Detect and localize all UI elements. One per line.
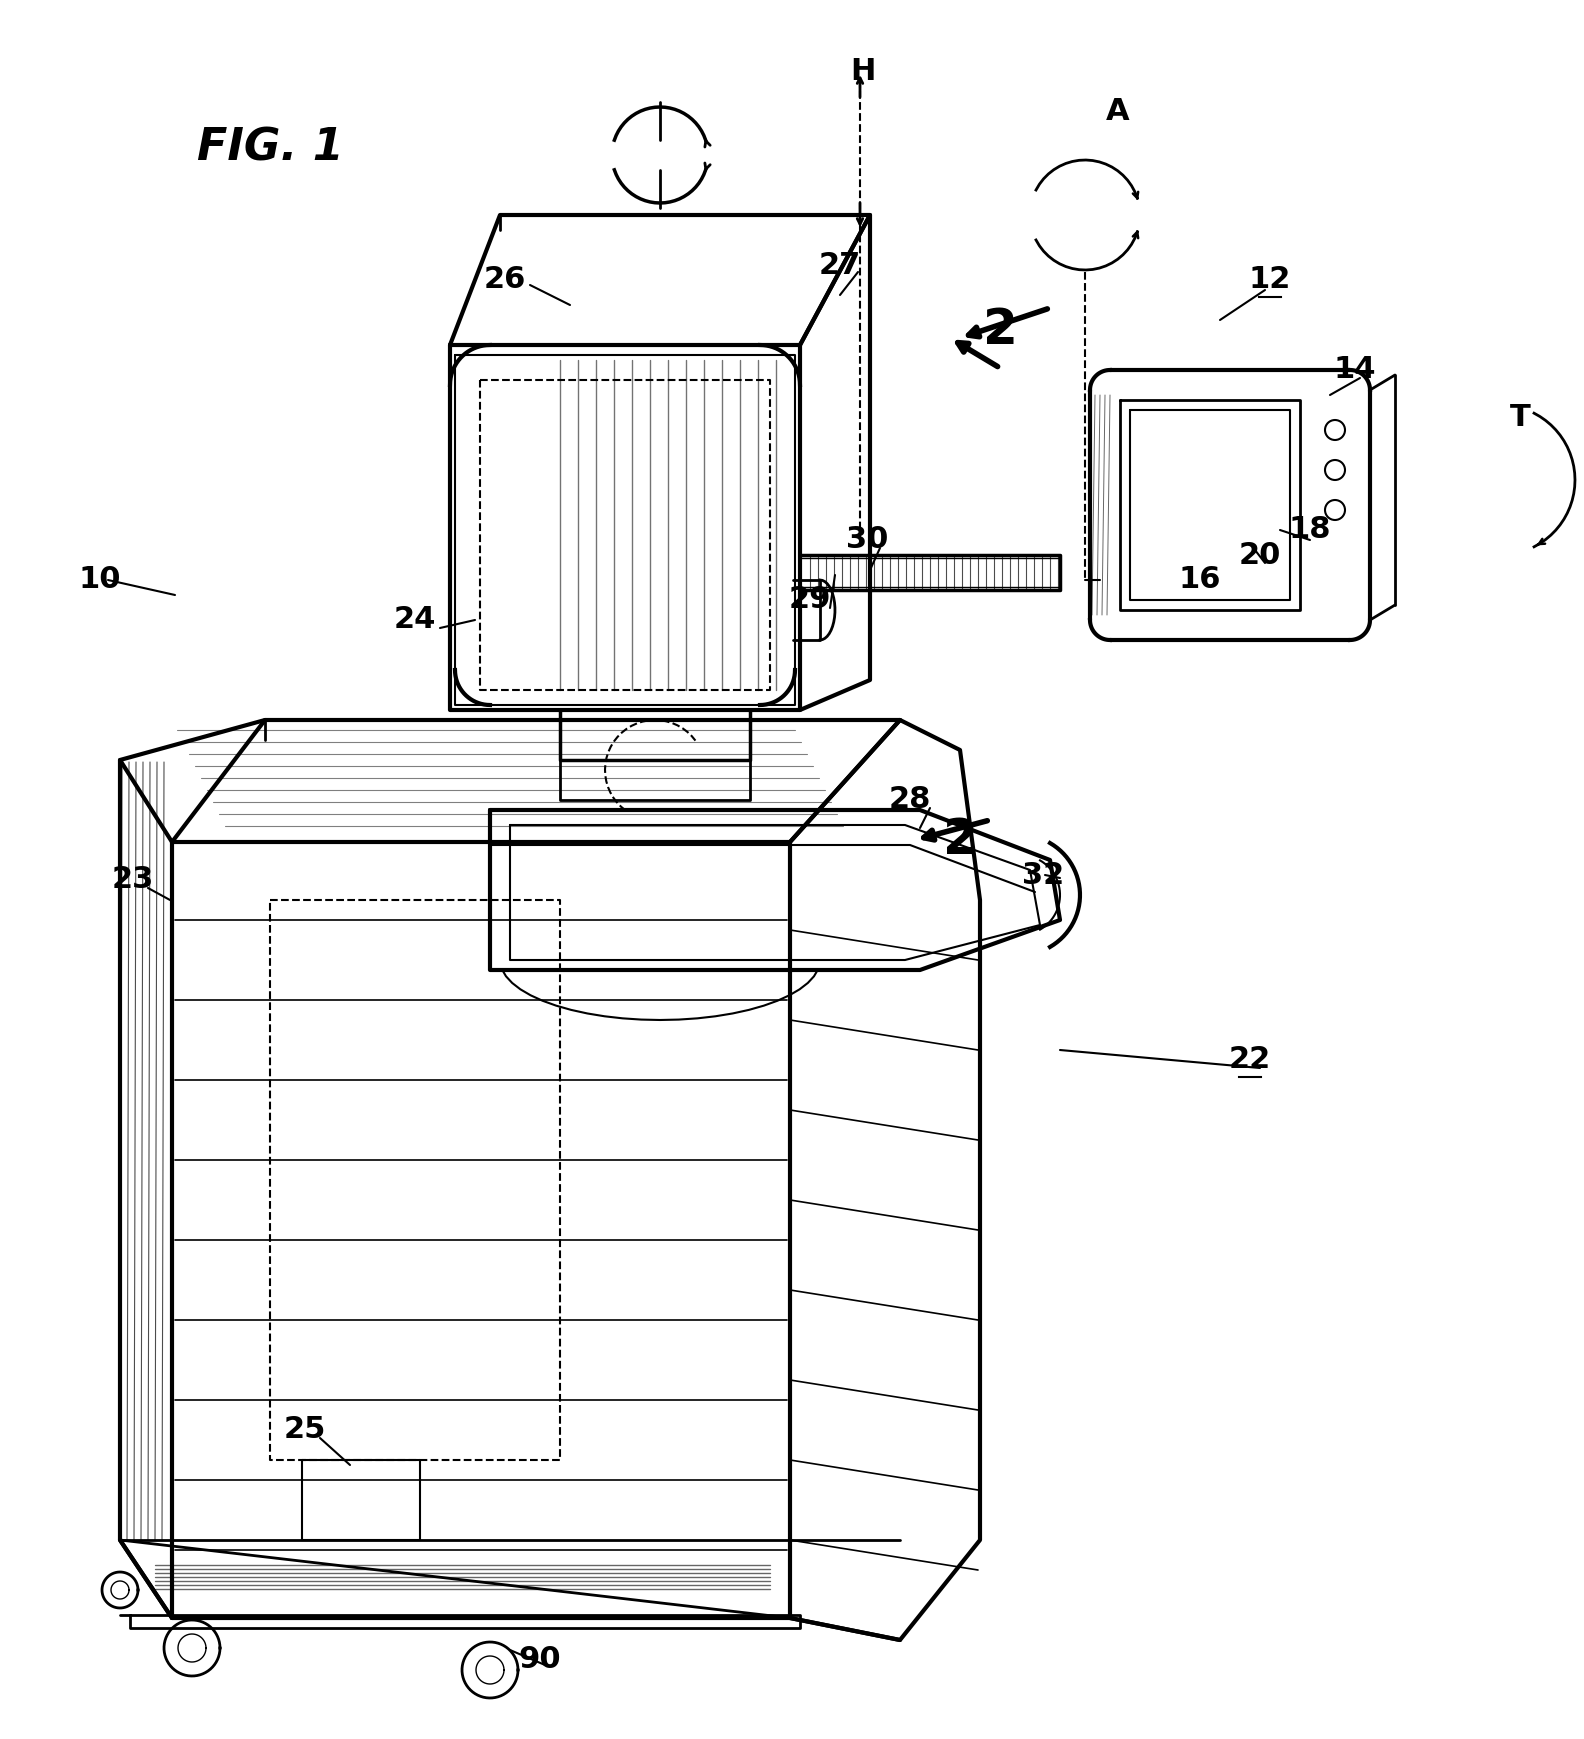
Text: 18: 18 (1289, 515, 1331, 544)
Text: 27: 27 (819, 250, 862, 280)
Text: 32: 32 (1022, 861, 1064, 890)
Text: 2: 2 (982, 306, 1017, 355)
Text: T: T (1510, 403, 1530, 433)
Text: 26: 26 (483, 266, 526, 294)
Text: FIG. 1: FIG. 1 (196, 127, 344, 169)
Text: 30: 30 (846, 525, 889, 555)
Text: 10: 10 (79, 565, 122, 595)
Text: 16: 16 (1178, 565, 1221, 595)
Text: H: H (851, 57, 876, 87)
Text: 24: 24 (394, 605, 436, 635)
Text: 20: 20 (1239, 541, 1281, 569)
Text: 2: 2 (942, 816, 977, 864)
Text: 23: 23 (112, 866, 154, 894)
Text: 14: 14 (1334, 355, 1376, 384)
Text: 12: 12 (1248, 266, 1291, 294)
Text: 25: 25 (284, 1416, 326, 1445)
Text: 90: 90 (518, 1645, 561, 1675)
Text: 29: 29 (789, 586, 832, 614)
Text: A: A (1106, 97, 1129, 127)
Text: 22: 22 (1229, 1045, 1270, 1075)
Text: 28: 28 (889, 786, 931, 814)
